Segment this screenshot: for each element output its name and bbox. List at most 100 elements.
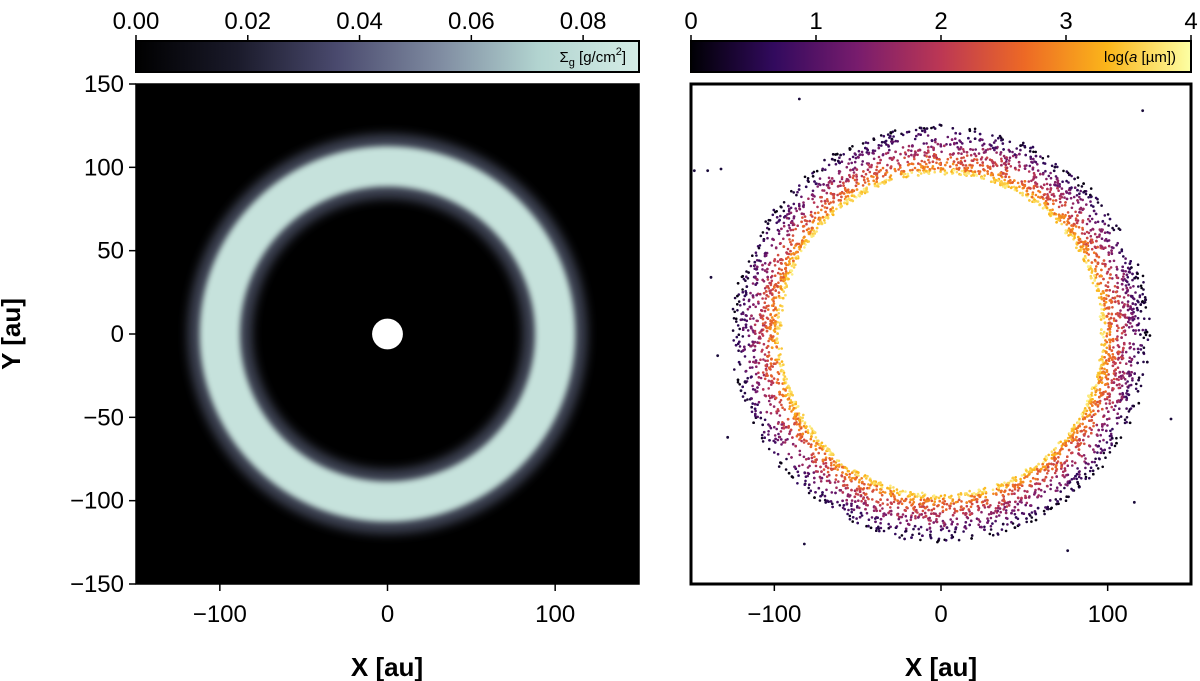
dust-particle [820, 476, 824, 480]
dust-particle [843, 466, 847, 469]
dust-particle [969, 140, 972, 143]
dust-particle [981, 500, 985, 504]
dust-particle [999, 153, 1002, 156]
dust-particle [824, 216, 827, 219]
dust-particle [965, 504, 969, 508]
dust-particle [1111, 339, 1115, 343]
dust-particle [929, 496, 933, 500]
dust-particle [846, 178, 850, 181]
dust-particle [756, 415, 759, 419]
dust-particle [765, 316, 769, 320]
dust-particle [896, 513, 899, 517]
dust-particle [1078, 439, 1081, 442]
dust-particle [925, 152, 928, 155]
dust-particle [827, 473, 831, 477]
dust-particle [800, 220, 803, 224]
dust-particle [889, 506, 892, 509]
dust-particle [1101, 350, 1104, 354]
dust-particle [766, 278, 770, 281]
dust-particle [1014, 500, 1017, 504]
dust-particle [1004, 516, 1008, 520]
dust-particle [783, 441, 787, 444]
dust-particle [873, 481, 876, 485]
dust-particle [1065, 179, 1068, 183]
dust-particle [845, 483, 849, 487]
dust-particle [1116, 281, 1119, 285]
dust-particle [1075, 439, 1079, 442]
dust-particle [986, 164, 989, 168]
dust-particle [1105, 346, 1109, 350]
dust-particle [857, 156, 860, 159]
dust-particle [819, 494, 823, 498]
dust-particle [797, 405, 800, 408]
dust-particle [865, 477, 868, 480]
dust-particle [903, 151, 907, 154]
dust-particle [1100, 355, 1104, 359]
dust-particle [1116, 412, 1119, 416]
dust-particle [931, 166, 934, 170]
dust-particle [782, 290, 785, 293]
dust-particle [1112, 319, 1116, 322]
dust-particle [892, 489, 896, 493]
dust-particle [921, 509, 925, 513]
dust-particle [893, 129, 897, 132]
dust-particle [775, 210, 778, 213]
dust-particle [844, 180, 848, 183]
right-colorbar-tick-label: 1 [809, 8, 822, 35]
dust-particle [1142, 351, 1145, 355]
dust-particle [954, 526, 958, 529]
dust-particle [909, 518, 913, 522]
left-colorbar-tick-label: 0.00 [113, 8, 160, 35]
dust-particle [777, 347, 781, 351]
dust-particle [866, 168, 870, 171]
dust-particle [822, 473, 826, 476]
dust-particle [921, 129, 924, 133]
dust-particle [840, 474, 843, 477]
dust-particle [1073, 426, 1076, 429]
dust-particle [779, 430, 783, 433]
dust-particle [1025, 469, 1028, 472]
dust-particle [996, 532, 999, 535]
dust-particle [831, 206, 834, 209]
dust-particle [890, 158, 894, 161]
dust-particle [832, 200, 835, 204]
dust-particle [802, 201, 805, 204]
dust-particle [785, 377, 788, 381]
dust-particle [878, 529, 881, 533]
dust-particle [808, 483, 811, 487]
dust-particle [993, 148, 996, 152]
dust-particle [925, 142, 928, 145]
dust-particle [1007, 481, 1011, 485]
dust-particle [777, 291, 781, 294]
dust-particle [784, 293, 787, 297]
dust-particle [908, 501, 912, 504]
dust-particle [812, 471, 816, 474]
dust-particle [932, 148, 935, 152]
dust-particle [980, 510, 983, 514]
dust-particle [920, 159, 924, 163]
dust-particle [888, 487, 891, 491]
dust-particle [1068, 481, 1072, 484]
dust-particle [1070, 174, 1073, 178]
dust-particle [1128, 267, 1132, 271]
dust-particle [1029, 187, 1032, 190]
dust-particle [824, 210, 827, 214]
dust-particle [780, 268, 783, 272]
dust-particle [992, 164, 995, 168]
dust-particle [1091, 404, 1094, 407]
dust-particle [786, 398, 790, 401]
dust-particle [1088, 413, 1092, 417]
dust-particle [761, 388, 765, 391]
dust-particle [1026, 193, 1030, 196]
dust-particle [1109, 429, 1112, 433]
dust-particle [792, 202, 796, 206]
dust-particle [1077, 235, 1080, 239]
dust-particle [1130, 371, 1133, 374]
dust-particle [851, 176, 855, 180]
dust-particle [913, 166, 917, 170]
dust-particle [864, 499, 867, 503]
dust-particle [1020, 180, 1023, 183]
dust-particle [1049, 487, 1052, 491]
left-y-tick-label: 100 [84, 154, 124, 181]
dust-particle [952, 160, 956, 163]
